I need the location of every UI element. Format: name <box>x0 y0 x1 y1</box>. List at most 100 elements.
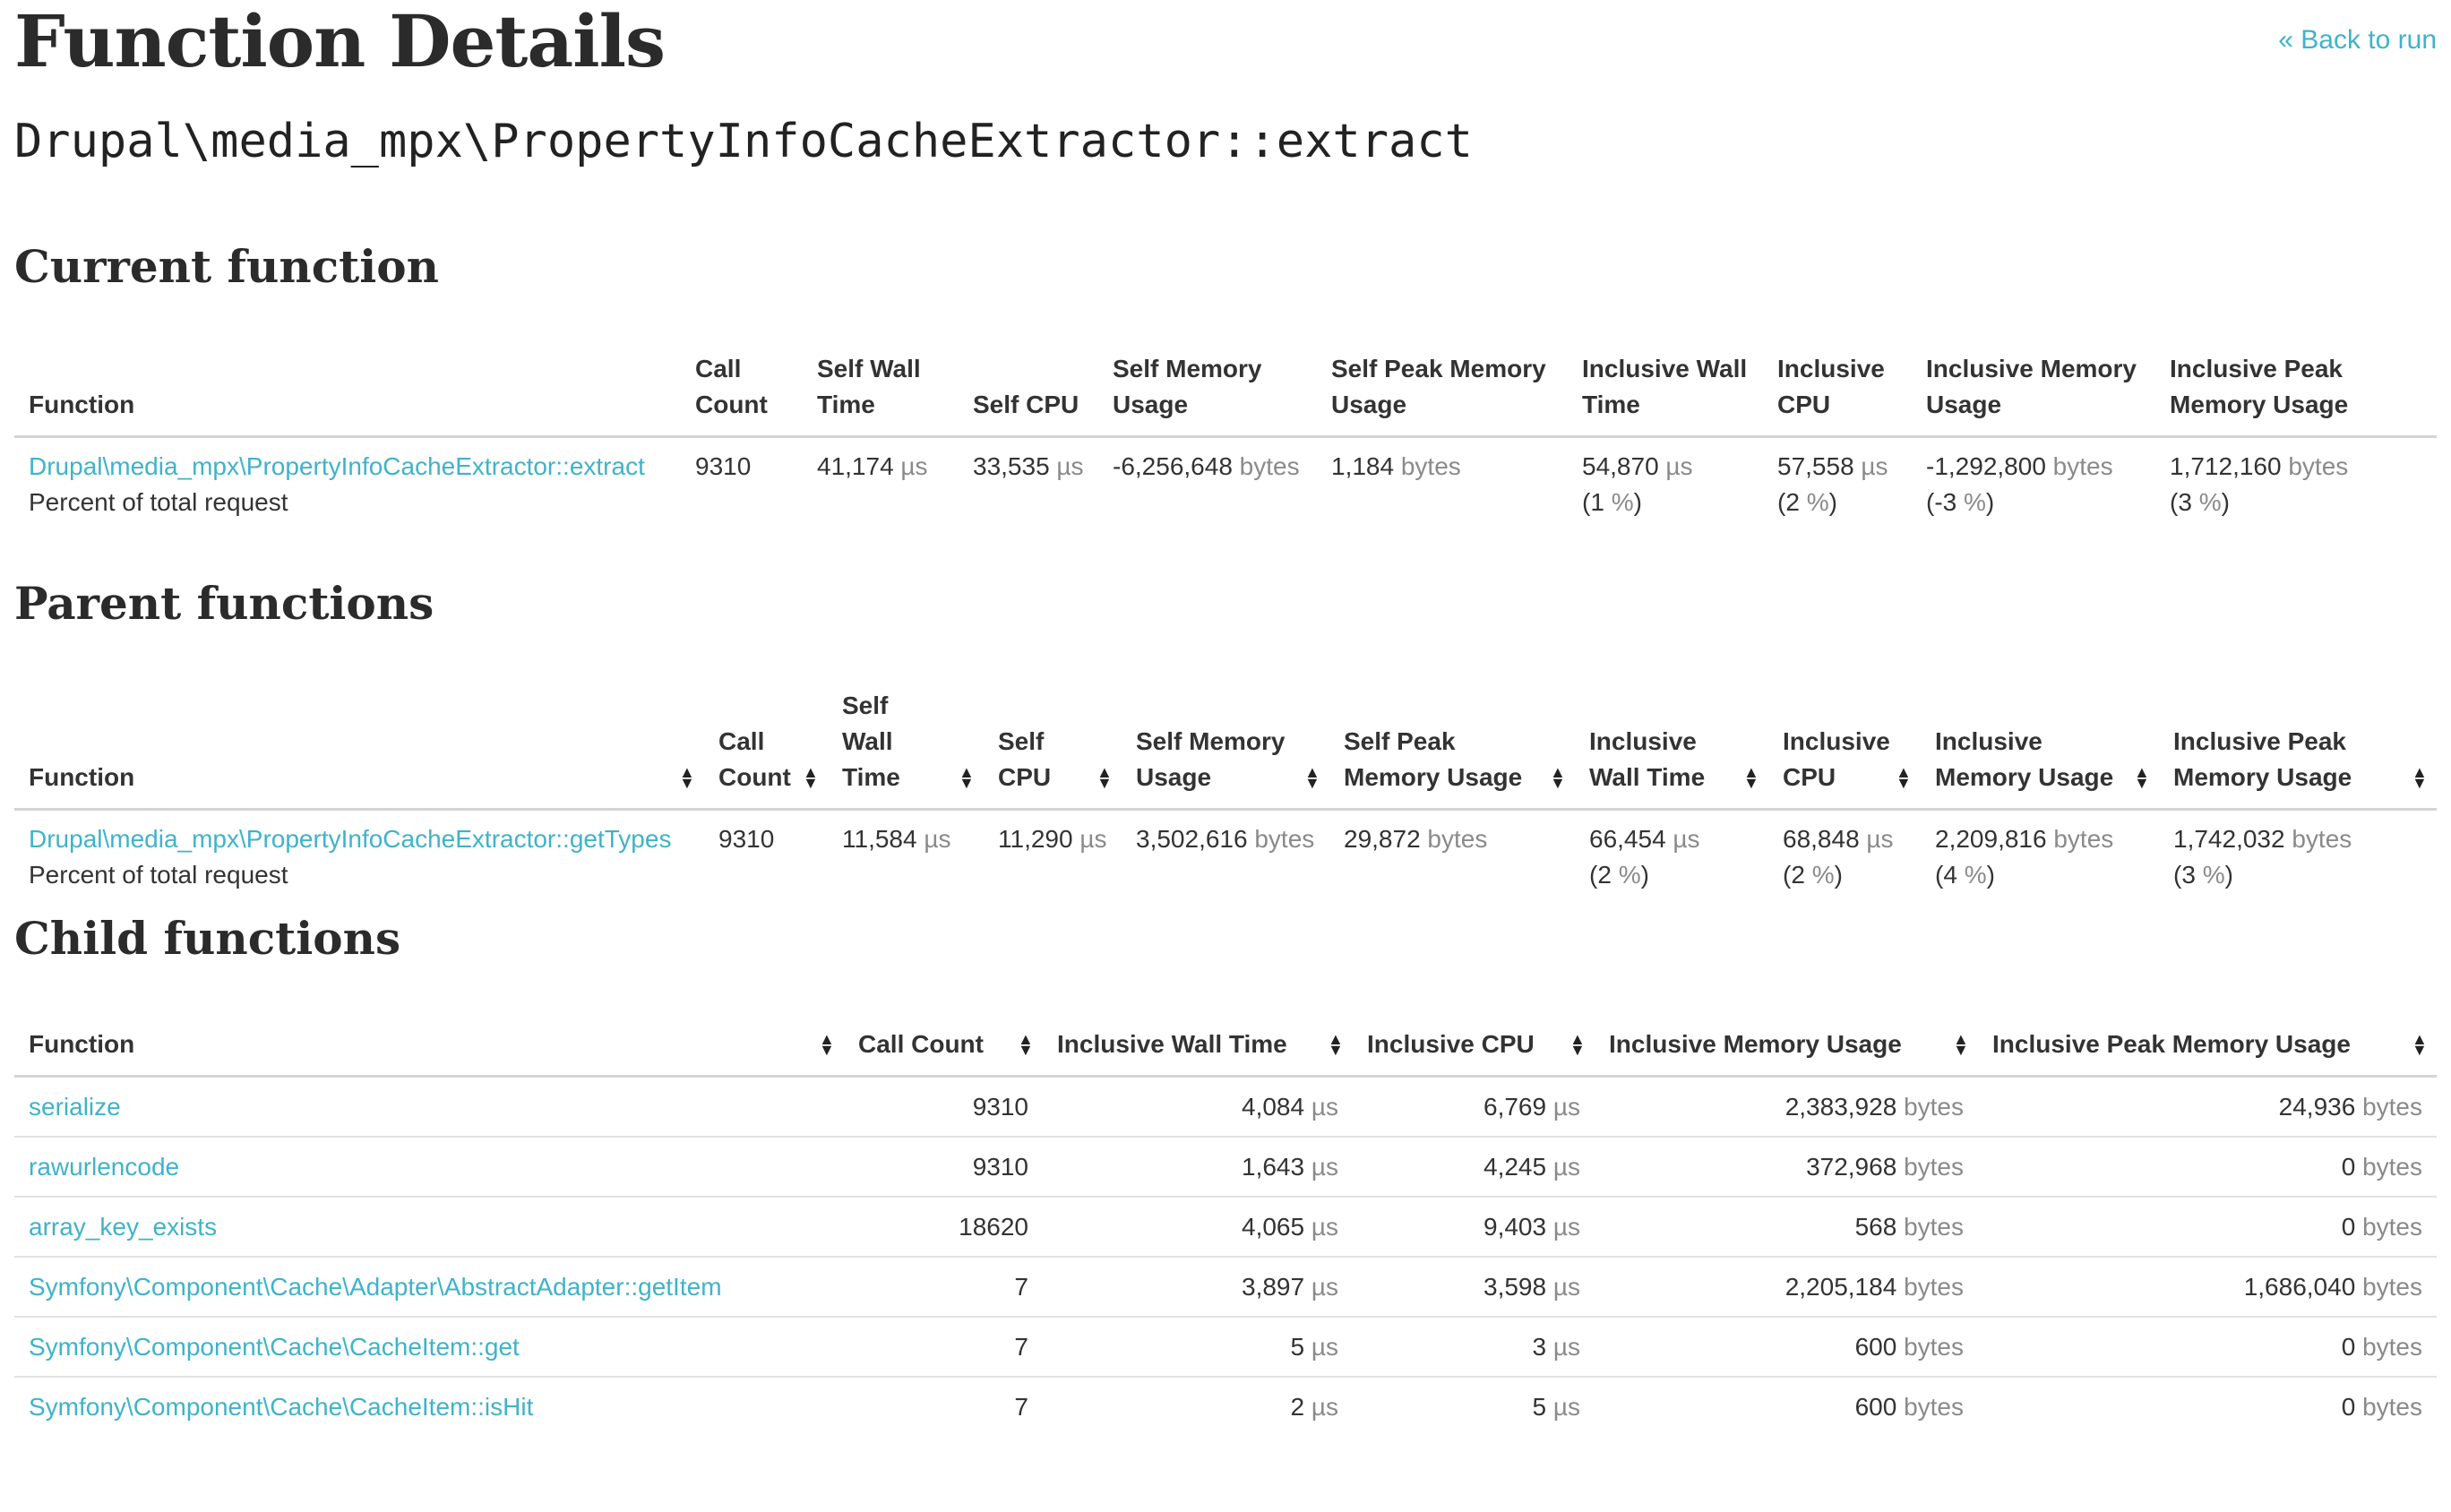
sort-icon[interactable]: ▲ ▼ <box>1570 1030 1586 1059</box>
sortable-column-header[interactable]: Function ▲ ▼ <box>14 1014 844 1078</box>
value: 54,870 <box>1582 452 1659 480</box>
function-link[interactable]: array_key_exists <box>29 1212 218 1241</box>
sort-icon[interactable]: ▲ ▼ <box>1953 1030 1969 1059</box>
sort-icon[interactable]: ▲ ▼ <box>2412 1030 2428 1059</box>
inclusive-wall-time: 5 µs <box>1043 1316 1353 1377</box>
sortable-column-header[interactable]: Self Peak Memory Usage ▲ ▼ <box>1329 675 1575 811</box>
sortable-column-header[interactable]: Inclusive Peak Memory Usage ▲ ▼ <box>2159 675 2437 811</box>
unit: µs <box>1552 1392 1580 1421</box>
function-link[interactable]: Symfony\Component\Cache\Adapter\Abstract… <box>29 1272 722 1301</box>
function-link[interactable]: Symfony\Component\Cache\CacheItem::isHit <box>29 1392 534 1421</box>
unit: bytes <box>2362 1212 2422 1241</box>
value: 4,084 <box>1242 1092 1305 1121</box>
unit: µs <box>1079 825 1107 853</box>
inclusive-wall-time: 54,870 µs (1 %) <box>1582 452 1693 516</box>
function-cell: Symfony\Component\Cache\CacheItem::get <box>14 1316 844 1377</box>
function-name: Drupal\media_mpx\PropertyInfoCacheExtrac… <box>14 115 1473 168</box>
value: -6,256,648 <box>1113 452 1233 480</box>
value: 11,584 <box>842 825 917 853</box>
sortable-column-header[interactable]: Inclusive Wall Time ▲ ▼ <box>1043 1014 1353 1078</box>
function-link[interactable]: Drupal\media_mpx\PropertyInfoCacheExtrac… <box>29 452 645 480</box>
sort-icon[interactable]: ▲ ▼ <box>1018 1030 1034 1059</box>
sort-icon[interactable]: ▲ ▼ <box>2134 763 2150 792</box>
unit: % <box>1611 488 1634 516</box>
unit: µs <box>1311 1332 1338 1361</box>
header-label: Self Memory Usage <box>1136 727 1286 791</box>
sort-icon[interactable]: ▲ ▼ <box>1096 763 1113 792</box>
unit: µs <box>1552 1092 1580 1121</box>
header-label: Inclusive Peak Memory Usage <box>1992 1030 2351 1058</box>
header-label: Inclusive Wall Time <box>1589 727 1706 791</box>
inclusive-cpu: 68,848 µs (2 %) <box>1783 825 1894 889</box>
sort-icon[interactable]: ▲ ▼ <box>1896 763 1912 792</box>
value: 4,065 <box>1242 1212 1305 1241</box>
value: 29,872 <box>1344 825 1421 853</box>
unit: bytes <box>1904 1332 1964 1361</box>
sort-icon[interactable]: ▲ ▼ <box>959 763 975 792</box>
unit: bytes <box>1427 825 1488 853</box>
sortable-column-header[interactable]: Inclusive Peak Memory Usage ▲ ▼ <box>1978 1014 2437 1078</box>
function-link[interactable]: rawurlencode <box>29 1152 180 1181</box>
sortable-column-header[interactable]: Inclusive CPU ▲ ▼ <box>1353 1014 1595 1078</box>
table-row: Symfony\Component\Cache\CacheItem::isHit… <box>14 1376 2437 1436</box>
sortable-column-header[interactable]: Inclusive CPU ▲ ▼ <box>1768 675 1921 811</box>
parent-functions-heading: Parent functions <box>14 577 434 630</box>
unit: µs <box>924 825 951 853</box>
back-to-run-link[interactable]: « Back to run <box>2278 25 2437 55</box>
unit: bytes <box>1904 1092 1964 1121</box>
sortable-column-header[interactable]: Function ▲ ▼ <box>14 675 704 811</box>
inclusive-cpu: 4,245 µs <box>1353 1136 1595 1197</box>
function-link[interactable]: Symfony\Component\Cache\CacheItem::get <box>29 1332 520 1361</box>
value: 5 <box>1532 1392 1547 1421</box>
sort-icon[interactable]: ▲ ▼ <box>819 1030 835 1059</box>
header-label: Inclusive CPU <box>1783 727 1890 791</box>
sort-icon[interactable]: ▲ ▼ <box>2412 763 2428 792</box>
unit: bytes <box>2052 452 2113 480</box>
sortable-column-header[interactable]: Self Memory Usage ▲ ▼ <box>1122 675 1329 811</box>
sort-icon[interactable]: ▲ ▼ <box>1550 763 1566 792</box>
inclusive-peak-memory: 1,712,160 bytes (3 %) <box>2170 452 2349 516</box>
self-memory: -6,256,648 bytes <box>1098 437 1317 532</box>
unit: µs <box>1311 1392 1338 1421</box>
sortable-column-header[interactable]: Call Count ▲ ▼ <box>844 1014 1043 1078</box>
unit: bytes <box>1904 1212 1964 1241</box>
header-label: Inclusive Wall Time <box>1057 1030 1287 1058</box>
table-row: array_key_exists 18620 4,065 µs 9,403 µs… <box>14 1196 2437 1257</box>
inclusive-wall-time: 3,897 µs <box>1043 1256 1353 1317</box>
sort-icon[interactable]: ▲ ▼ <box>1743 763 1759 792</box>
inclusive-memory: 600 bytes <box>1595 1316 1978 1377</box>
call-count: 7 <box>844 1256 1043 1317</box>
sortable-column-header[interactable]: Self Wall Time ▲ ▼ <box>828 675 984 811</box>
percent: 2 <box>1785 488 1800 516</box>
parent-functions-table: Function ▲ ▼ Call Count ▲ ▼ Self Wall Time ▲ ▼… <box>14 675 2437 904</box>
unit: bytes <box>2288 452 2349 480</box>
sortable-column-header[interactable]: Inclusive Wall Time ▲ ▼ <box>1575 675 1768 811</box>
unit: µs <box>1311 1272 1338 1301</box>
percent-label: Percent of total request <box>29 861 288 889</box>
sort-icon[interactable]: ▲ ▼ <box>1328 1030 1344 1059</box>
header-label: Inclusive CPU <box>1367 1030 1535 1058</box>
sortable-column-header[interactable]: Call Count ▲ ▼ <box>704 675 828 811</box>
value: 0 <box>2341 1212 2356 1241</box>
value: 0 <box>2341 1332 2356 1361</box>
unit: bytes <box>2362 1152 2422 1181</box>
self-cpu: 33,535 µs <box>959 437 1098 532</box>
unit: bytes <box>2362 1092 2422 1121</box>
unit: µs <box>1311 1092 1338 1121</box>
value: 3,502,616 <box>1136 825 1248 853</box>
header-label: Call Count <box>718 727 791 791</box>
function-link[interactable]: serialize <box>29 1092 121 1121</box>
sortable-column-header[interactable]: Inclusive Memory Usage ▲ ▼ <box>1921 675 2159 811</box>
function-link[interactable]: Drupal\media_mpx\PropertyInfoCacheExtrac… <box>29 825 672 853</box>
sort-icon[interactable]: ▲ ▼ <box>679 763 695 792</box>
value: 600 <box>1854 1392 1897 1421</box>
inclusive-memory: 2,383,928 bytes <box>1595 1077 1978 1138</box>
sortable-column-header[interactable]: Self CPU ▲ ▼ <box>984 675 1122 811</box>
current-function-heading: Current function <box>14 240 439 293</box>
current-function-table: Function Call Count Self Wall Time Self … <box>14 339 2437 531</box>
sort-icon[interactable]: ▲ ▼ <box>803 763 819 792</box>
self-peak-memory: 1,184 bytes <box>1317 437 1568 532</box>
sortable-column-header[interactable]: Inclusive Memory Usage ▲ ▼ <box>1595 1014 1978 1078</box>
sort-icon[interactable]: ▲ ▼ <box>1304 763 1320 792</box>
unit: µs <box>1056 452 1084 480</box>
